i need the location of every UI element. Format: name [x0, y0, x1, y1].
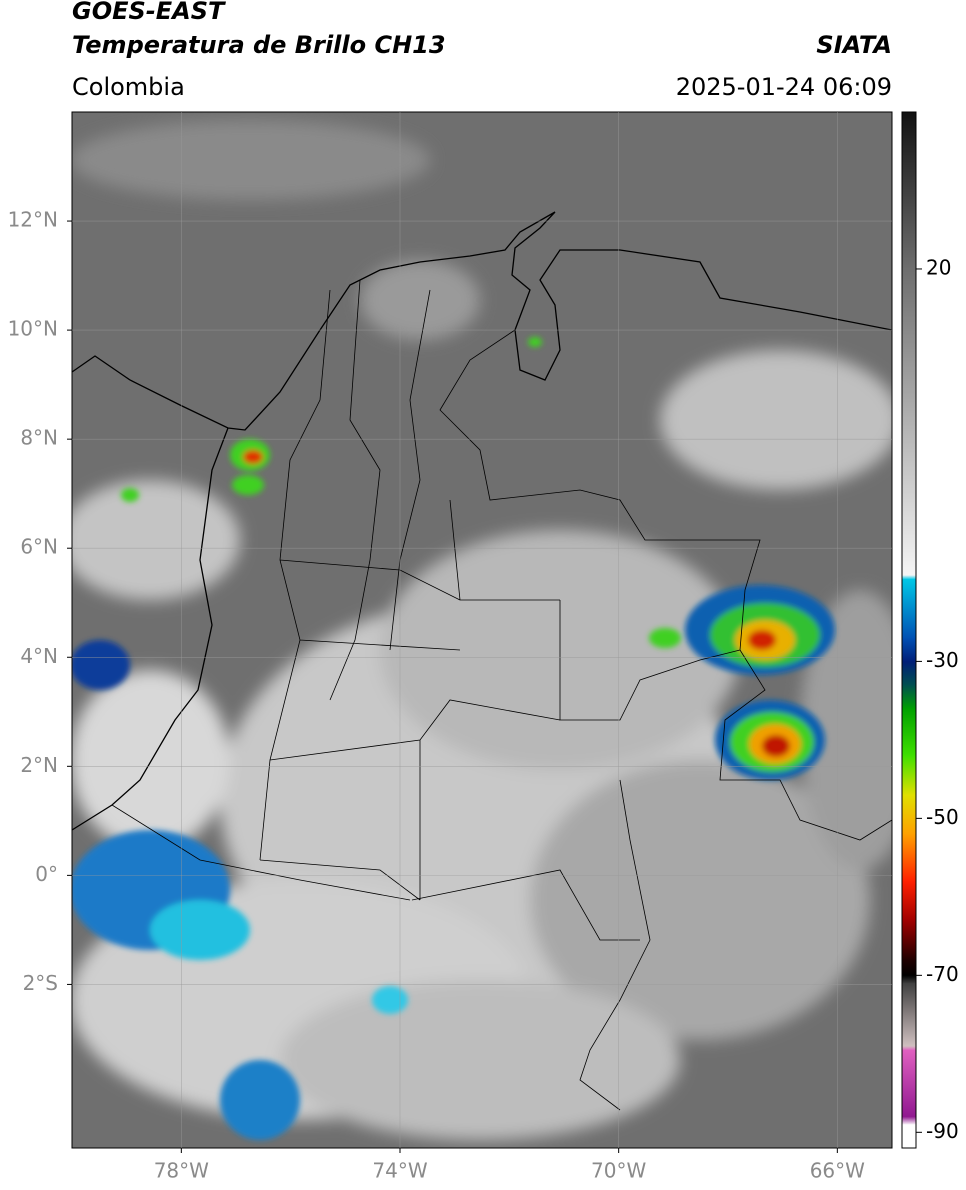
y-tick-label: 10°N: [8, 317, 58, 341]
colorbar-tick-label: 20: [926, 255, 951, 279]
map-frame: [71, 111, 893, 1149]
colorbar-segment: [902, 920, 916, 961]
colorbar-segment: [902, 755, 916, 796]
cold-cloud-tops: [72, 337, 835, 1140]
colorbar-tick-label: -30: [926, 648, 959, 672]
colorbar-segment: [902, 959, 916, 976]
colorbar-segment: [902, 684, 916, 709]
colorbar-segment: [902, 112, 916, 270]
graticule: [72, 112, 892, 1148]
y-tick-label: 0°: [35, 862, 58, 886]
region: Colombia: [72, 73, 185, 101]
colorbar-segment: [902, 983, 916, 1047]
colorbar-tick-label: -90: [926, 1119, 959, 1143]
colorbar-segment: [902, 575, 916, 580]
x-tick-label: 78°W: [154, 1159, 209, 1183]
y-tick-label: 2°S: [23, 971, 58, 995]
source: SIATA: [816, 31, 892, 59]
coastline-pacific: [72, 427, 229, 831]
x-tick-label: 66°W: [810, 1159, 865, 1183]
colorbar-segment: [902, 578, 916, 639]
colorbar: [902, 112, 916, 1149]
y-tick-label: 2°N: [20, 753, 58, 777]
title: GOES-EAST: [72, 0, 226, 25]
colorbar-frame: [901, 111, 917, 1149]
colorbar-segment: [902, 1049, 916, 1118]
colorbar-segment: [902, 1124, 916, 1149]
datetime: 2025-01-24 06:09: [676, 73, 892, 101]
subtitle: Temperatura de Brillo CH13: [72, 31, 446, 59]
colorbar-segment: [902, 1045, 916, 1051]
colorbar-segment: [902, 794, 916, 835]
colorbar-segment: [902, 1116, 916, 1125]
colorbar-segment: [902, 881, 916, 921]
colorbar-segment: [902, 268, 916, 576]
colorbar-tick-label: -70: [926, 962, 959, 986]
satellite-image: [72, 112, 892, 1148]
coastline: [72, 211, 892, 431]
colorbar-segment: [902, 708, 916, 757]
colorbar-segment: [902, 661, 916, 686]
y-tick-label: 8°N: [20, 426, 58, 450]
colorbar-tick-label: -50: [926, 805, 959, 829]
colorbar-segment: [902, 834, 916, 882]
colorbar-segment: [902, 637, 916, 662]
y-tick-label: 6°N: [20, 535, 58, 559]
national-border: [111, 329, 892, 1111]
x-tick-label: 70°W: [591, 1159, 646, 1183]
y-tick-label: 4°N: [20, 644, 58, 668]
x-tick-label: 74°W: [372, 1159, 427, 1183]
colorbar-segment: [902, 975, 916, 984]
y-tick-label: 12°N: [8, 208, 58, 232]
